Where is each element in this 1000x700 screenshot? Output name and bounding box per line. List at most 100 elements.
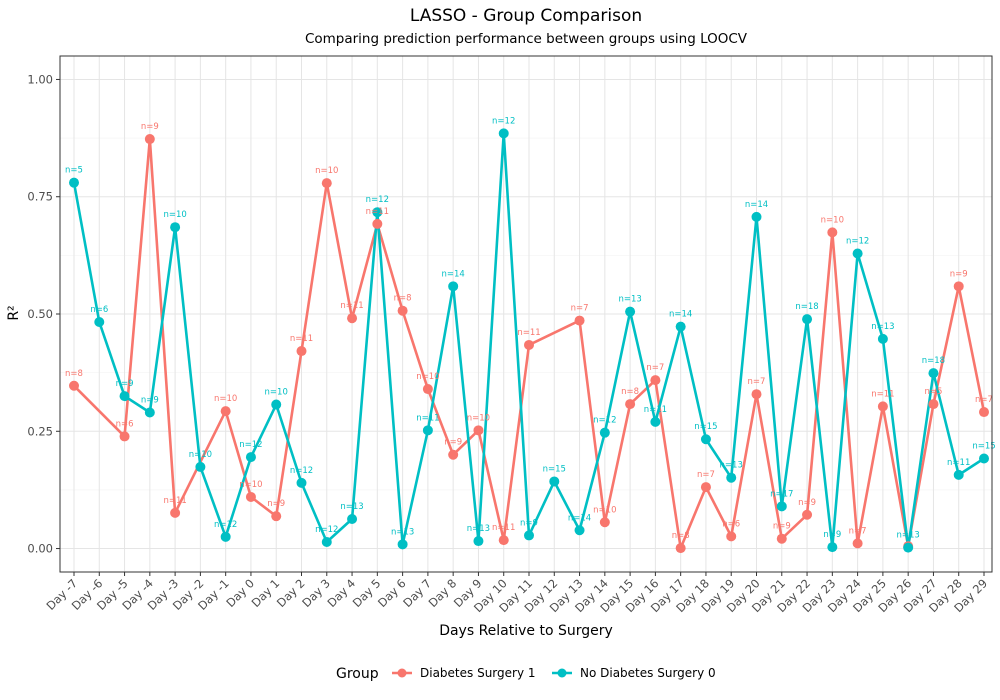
sample-size-label: n=12 [315, 525, 338, 535]
y-axis-title: R² [6, 305, 22, 320]
sample-size-label: n=12 [846, 236, 869, 246]
data-point [726, 531, 737, 542]
data-point [979, 407, 989, 418]
data-point [599, 517, 610, 528]
sample-size-label: n=13 [340, 502, 363, 512]
data-point [195, 461, 206, 472]
data-point [397, 539, 408, 550]
data-point [928, 368, 939, 379]
sample-size-label: n=7 [571, 304, 589, 314]
data-point [574, 315, 585, 326]
y-axis: 0.00 0.25 0.50 0.75 1.00 [27, 72, 60, 556]
y-tick-label: 1.00 [27, 72, 53, 86]
data-point [94, 316, 105, 327]
data-point [372, 218, 383, 229]
data-point [549, 476, 560, 487]
sample-size-label: n=9 [116, 379, 134, 389]
data-point [877, 401, 888, 412]
sample-size-label: n=5 [924, 387, 942, 397]
x-tick-label: Day 6 [375, 576, 409, 610]
data-point [347, 313, 358, 324]
sample-size-label: n=9 [141, 122, 159, 132]
sample-size-label: n=15 [694, 422, 717, 432]
data-point [296, 477, 307, 488]
sample-size-label: n=11 [492, 523, 515, 533]
legend-key-point [557, 668, 567, 678]
sample-size-label: n=12 [214, 520, 237, 530]
sample-size-label: n=13 [618, 295, 641, 305]
sample-size-label: n=7 [748, 377, 766, 387]
data-point [650, 416, 661, 427]
sample-size-label: n=11 [947, 458, 970, 468]
data-point [144, 134, 155, 145]
data-point [827, 227, 838, 238]
sample-size-label: n=6 [116, 419, 134, 429]
sample-size-label: n=5 [65, 166, 83, 176]
data-point [852, 538, 863, 549]
sample-size-label: n=14 [669, 310, 692, 320]
sample-size-label: n=12 [492, 116, 515, 126]
sample-size-label: n=13 [467, 524, 490, 534]
data-point [321, 536, 332, 547]
sample-size-label: n=11 [340, 301, 363, 311]
data-point [751, 389, 762, 400]
sample-size-label: n=11 [163, 496, 186, 506]
data-point [827, 542, 838, 553]
sample-size-label: n=9 [141, 396, 159, 406]
data-point [321, 178, 332, 189]
data-point [524, 530, 534, 541]
sample-size-label: n=7 [849, 526, 867, 536]
legend-key-point [397, 668, 407, 678]
sample-size-label: n=12 [593, 416, 616, 426]
data-point [498, 128, 509, 139]
sample-size-label: n=10 [239, 480, 262, 490]
data-point [802, 314, 813, 325]
y-tick-label: 0.00 [27, 542, 53, 556]
sample-size-label: n=11 [644, 405, 667, 415]
data-point [220, 406, 231, 417]
sample-size-label: n=11 [416, 413, 439, 423]
data-point [928, 399, 939, 410]
chart-subtitle: Comparing prediction performance between… [305, 31, 748, 47]
data-point [700, 482, 711, 493]
data-point [726, 472, 737, 483]
sample-size-label: n=13 [720, 461, 743, 471]
data-point [397, 305, 408, 316]
sample-size-label: n=8 [672, 531, 690, 541]
sample-size-label: n=18 [795, 302, 818, 312]
sample-size-label: n=10 [265, 388, 288, 398]
data-point [650, 375, 661, 386]
sample-size-label: n=10 [315, 166, 338, 176]
sample-size-label: n=10 [416, 372, 439, 382]
sample-size-label: n=6 [722, 519, 740, 529]
data-point [271, 511, 282, 522]
sample-size-label: n=9 [773, 522, 791, 532]
plot-border [59, 55, 993, 573]
data-point [877, 333, 888, 344]
sample-size-label: n=17 [770, 489, 793, 499]
data-point [700, 434, 711, 445]
sample-size-label: n=7 [646, 363, 664, 373]
data-point [69, 177, 79, 188]
sample-size-label: n=6 [90, 305, 108, 315]
data-point [675, 321, 686, 332]
data-point [220, 531, 231, 542]
legend-label: No Diabetes Surgery 0 [580, 666, 716, 680]
x-axis-title: Days Relative to Surgery [439, 623, 613, 639]
sample-size-label: n=11 [366, 207, 389, 217]
x-tick-label: Day 5 [350, 576, 384, 610]
data-point [599, 427, 610, 438]
sample-size-label: n=12 [239, 440, 262, 450]
data-point [776, 533, 787, 544]
sample-size-label: n=7 [697, 470, 715, 480]
data-point [271, 399, 282, 410]
data-point [802, 509, 813, 520]
data-point [245, 452, 256, 463]
legend-title: Group [336, 666, 379, 682]
data-point [69, 380, 79, 391]
sample-size-label: n=9 [950, 269, 968, 279]
sample-size-label: n=7 [975, 395, 993, 405]
sample-size-label: n=8 [394, 294, 412, 304]
data-point [448, 281, 459, 292]
